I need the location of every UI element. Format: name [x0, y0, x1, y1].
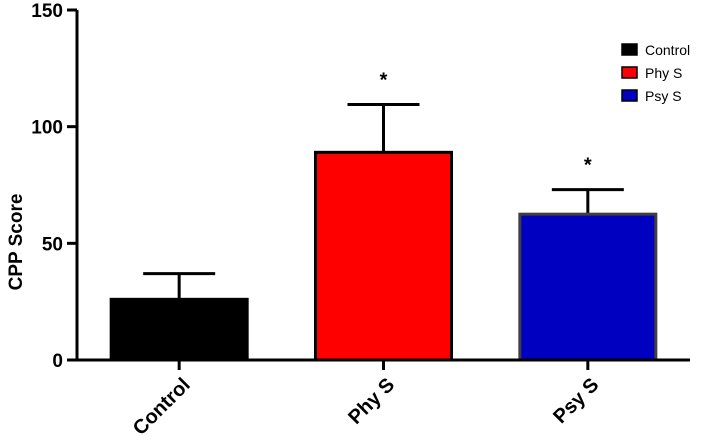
bar — [518, 212, 658, 362]
x-tick-label: Psy S — [549, 374, 603, 428]
bar — [314, 150, 453, 362]
x-axis-labels: Control Phy S Psy S — [129, 360, 603, 440]
x-tick-label: Phy S — [344, 374, 399, 429]
legend-swatch — [621, 89, 638, 102]
y-tick-label: 50 — [42, 234, 63, 255]
y-tick-label: 150 — [31, 1, 63, 22]
bar — [109, 297, 249, 362]
legend-label: Psy S — [645, 88, 682, 104]
y-tick-label: 0 — [52, 351, 63, 372]
y-tick-label: 100 — [31, 118, 63, 139]
legend-label: Phy S — [645, 65, 682, 81]
bars: ** — [109, 70, 658, 362]
y-axis-title: CPP Score — [6, 194, 27, 291]
legend-swatch — [621, 66, 638, 79]
legend-swatch — [621, 43, 638, 56]
significance-marker: * — [584, 155, 592, 177]
legend-label: Control — [645, 42, 690, 58]
legend: Control Phy S Psy S — [621, 42, 690, 104]
x-tick-label: Control — [129, 374, 195, 440]
significance-marker: * — [380, 70, 388, 92]
y-axis-ticks: 0 50 100 150 — [31, 1, 77, 372]
